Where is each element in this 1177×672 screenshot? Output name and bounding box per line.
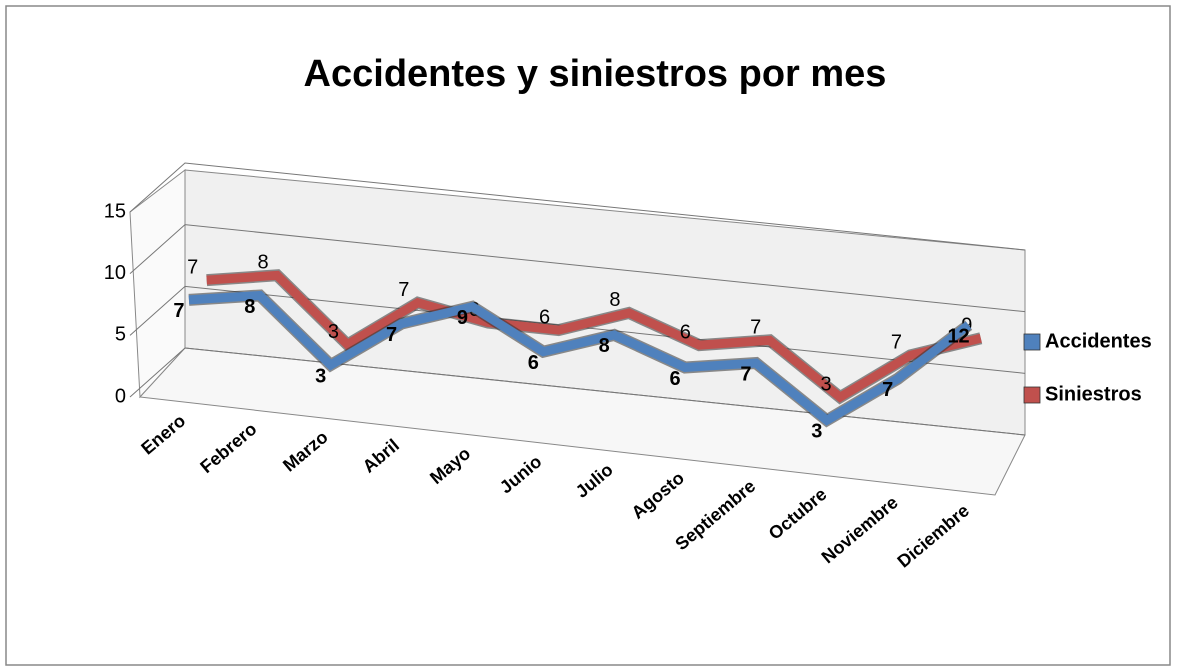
data-label: 6 — [539, 306, 550, 328]
grid-line — [129, 224, 1026, 313]
data-label: 8 — [609, 289, 620, 311]
series-ribbon — [188, 290, 972, 426]
legend-label: Accidentes — [1045, 330, 1152, 352]
data-label: 8 — [599, 335, 610, 357]
data-label: 7 — [187, 256, 198, 278]
data-label: 9 — [457, 307, 468, 329]
data-label: 7 — [750, 317, 761, 339]
data-label: 7 — [173, 300, 184, 322]
data-label: 12 — [947, 325, 969, 347]
data-label: 7 — [398, 279, 409, 301]
y-tick-label: 5 — [115, 324, 126, 346]
legend-label: Siniestros — [1045, 383, 1142, 405]
data-label: 8 — [244, 296, 255, 318]
legend-swatch — [1023, 386, 1041, 404]
data-label: 7 — [891, 332, 902, 354]
series-ribbon — [206, 270, 982, 403]
y-tick-label: 0 — [115, 385, 126, 407]
grid-line — [129, 162, 1026, 251]
data-label: 3 — [821, 373, 832, 395]
y-tick-label: 15 — [104, 200, 126, 222]
data-label: 3 — [315, 365, 326, 387]
data-label: 3 — [811, 421, 822, 443]
data-label: 8 — [258, 252, 269, 274]
grid-line — [129, 347, 1026, 436]
legend-swatch — [1023, 333, 1041, 351]
data-label: 6 — [680, 321, 691, 343]
data-label: 7 — [386, 324, 397, 346]
data-label: 7 — [740, 363, 751, 385]
data-label: 3 — [328, 321, 339, 343]
y-tick-label: 10 — [104, 262, 126, 284]
data-label: 6 — [528, 352, 539, 374]
chart-title: Accidentes y siniestros por mes — [304, 53, 887, 95]
data-label: 7 — [882, 379, 893, 401]
data-label: 6 — [670, 368, 681, 390]
